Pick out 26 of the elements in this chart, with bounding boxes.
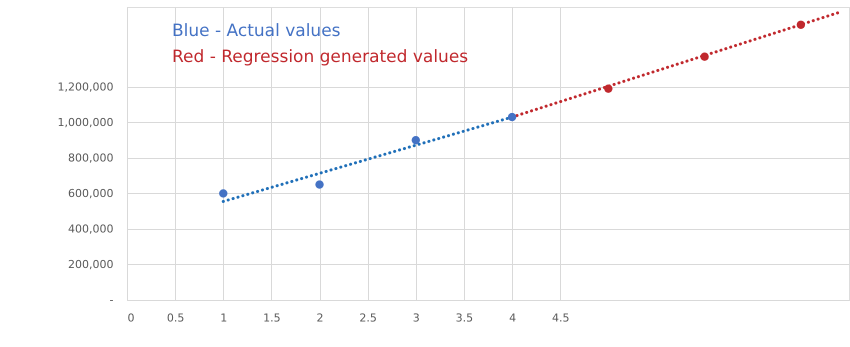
annotation: Blue - Actual values [172,21,341,41]
point [796,20,806,29]
point [412,136,420,144]
point [700,52,709,61]
point [219,189,228,198]
y-tick-label: 1,000,000 [58,116,114,129]
x-tick-label: 2.5 [359,312,377,324]
y-tick-label: 600,000 [68,186,114,200]
x-tick-label: 4.5 [552,312,570,324]
y-tick-label: 1,200,000 [58,80,114,94]
annotation: Red - Regression generated values [172,47,468,67]
x-tick-label: 0 [128,312,134,324]
y-tick-label: - [110,294,114,306]
x-tick-label: 1 [220,312,228,324]
y-tick-label: 800,000 [68,151,114,164]
x-tick-label: 3.5 [456,312,474,324]
x-tick-label: 1.5 [263,312,281,324]
y-tick-label: 200,000 [68,258,114,271]
x-tick-label: 4 [509,312,516,324]
point [508,112,516,122]
x-tick-label: 3 [412,312,420,324]
x-tick-label: 2 [316,312,324,324]
x-tick-label: 0.5 [166,312,184,324]
point [315,180,324,189]
point [604,84,613,93]
y-tick-label: 400,000 [68,222,114,236]
